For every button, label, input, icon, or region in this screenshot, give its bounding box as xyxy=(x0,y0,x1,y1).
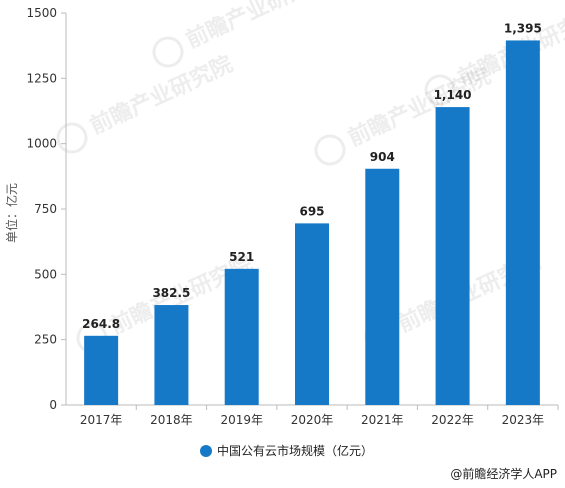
x-tick-label: 2019年 xyxy=(220,413,263,427)
watermark: 前瞻产业研究院 xyxy=(56,51,237,154)
watermark-logo-icon xyxy=(56,122,88,154)
bar xyxy=(224,268,259,405)
y-tick-label: 500 xyxy=(34,267,57,281)
x-tick-label: 2022年 xyxy=(431,413,474,427)
y-axis-title: 单位：亿元 xyxy=(4,183,19,243)
watermark-logo-icon xyxy=(424,74,456,106)
y-tick-label: 0 xyxy=(49,398,57,412)
bar xyxy=(365,168,400,405)
data-label: 264.8 xyxy=(82,317,120,331)
data-label: 521 xyxy=(229,250,254,264)
watermark: 前瞻产业研究院 xyxy=(152,0,333,68)
source-text: @前瞻经济学人APP xyxy=(450,467,557,481)
bar xyxy=(84,335,119,405)
x-tick-label: 2020年 xyxy=(291,413,334,427)
x-tick-label: 2017年 xyxy=(80,413,123,427)
bar xyxy=(505,40,540,405)
y-tick-label: 750 xyxy=(34,202,57,216)
y-tick-label: 250 xyxy=(34,333,57,347)
data-label: 1,395 xyxy=(504,21,542,35)
data-label: 695 xyxy=(299,204,324,218)
y-tick-label: 1250 xyxy=(26,71,57,85)
watermark-text: 前瞻产业研究院 xyxy=(182,0,333,54)
y-tick-label: 1500 xyxy=(26,6,57,20)
x-tick-label: 2021年 xyxy=(361,413,404,427)
x-tick-label: 2023年 xyxy=(502,413,545,427)
bar xyxy=(435,107,470,405)
legend-label: 中国公有云市场规模（亿元） xyxy=(217,443,373,458)
watermark-logo-icon xyxy=(152,36,184,68)
watermark-logo-icon xyxy=(314,134,346,166)
bar xyxy=(154,305,189,405)
legend-marker xyxy=(200,445,212,457)
source-credit: @前瞻经济学人APP xyxy=(450,465,557,482)
data-label: 1,140 xyxy=(434,88,472,102)
x-tick-label: 2018年 xyxy=(150,413,193,427)
y-tick-label: 1000 xyxy=(26,137,57,151)
bar xyxy=(295,223,329,405)
data-label: 382.5 xyxy=(152,286,190,300)
data-label: 904 xyxy=(370,150,395,164)
